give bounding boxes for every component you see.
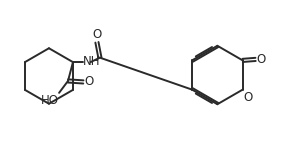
Text: O: O: [256, 53, 266, 66]
Text: HO: HO: [40, 94, 58, 107]
Text: O: O: [92, 28, 102, 41]
Text: O: O: [243, 91, 252, 104]
Text: NH: NH: [83, 55, 101, 68]
Text: O: O: [84, 76, 94, 88]
